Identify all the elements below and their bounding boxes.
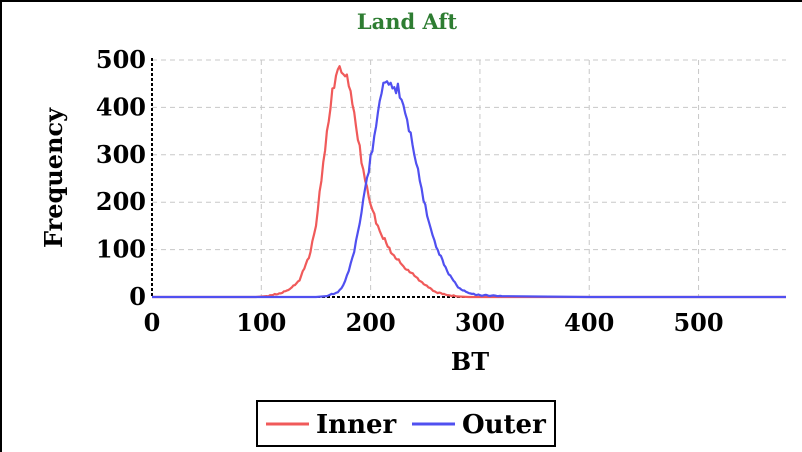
y-tick-label: 100 (96, 235, 146, 264)
x-axis-label: BT (451, 347, 489, 376)
grid (152, 59, 786, 297)
legend-label-outer: Outer (462, 410, 546, 440)
x-tick-label: 200 (346, 308, 396, 337)
series-line-outer (152, 80, 786, 299)
x-tick-label: 100 (236, 308, 286, 337)
x-tick-label: 0 (144, 308, 161, 337)
y-tick-label: 400 (96, 92, 146, 121)
tick-labels: 0 100 200 300 400 500 0 100 200 300 400 500 (96, 45, 724, 337)
y-tick-label: 200 (96, 187, 146, 216)
y-tick-label: 500 (96, 45, 146, 74)
y-tick-label: 300 (96, 140, 146, 169)
x-tick-label: 300 (455, 308, 505, 337)
axes (151, 58, 786, 298)
y-axis-label: Frequency (39, 107, 68, 248)
legend-label-inner: Inner (316, 410, 397, 440)
y-tick-label: 0 (129, 282, 146, 311)
legend: Inner Outer (256, 400, 556, 447)
series-lines (152, 65, 786, 299)
series-line-inner (152, 65, 786, 299)
x-tick-label: 500 (673, 308, 723, 337)
x-tick-label: 400 (564, 308, 614, 337)
chart-title: Land Aft (357, 9, 458, 34)
